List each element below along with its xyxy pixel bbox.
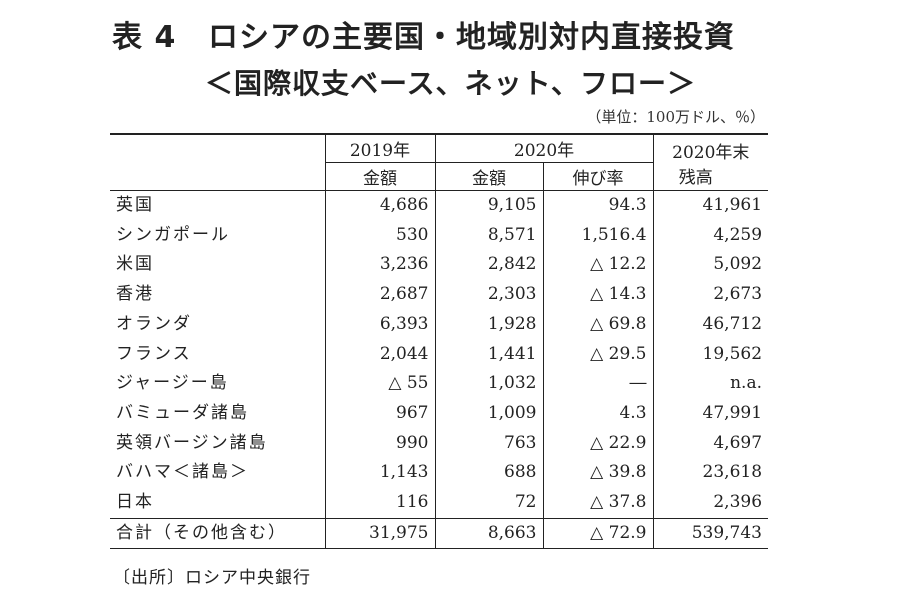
table-number: 表 4 xyxy=(112,20,177,55)
cell-country: シンガポール xyxy=(116,224,230,245)
cell-2019: 6,393 xyxy=(324,309,435,340)
cell-2019: 990 xyxy=(324,428,435,459)
cell-2020: 72 xyxy=(434,488,543,519)
cell-balance: 2,673 xyxy=(652,280,769,310)
cell-2020: 763 xyxy=(434,428,543,459)
header-country xyxy=(110,134,325,191)
cell-balance: 5,092 xyxy=(652,250,769,281)
cell-2020: 9,105 xyxy=(434,190,543,221)
cell-2019: 3,236 xyxy=(324,250,435,281)
header-2019: 2019年 xyxy=(324,134,435,163)
cell-country: フランス xyxy=(116,343,192,364)
cell-total-2020: 8,663 xyxy=(434,518,543,549)
cell-2020: 1,928 xyxy=(434,309,543,340)
cell-2020: 1,032 xyxy=(434,369,543,399)
cell-growth: △ 22.9 xyxy=(542,428,654,459)
table-row: 英国 4,686 9,105 94.3 41,961 xyxy=(110,190,769,221)
cell-2019: 2,687 xyxy=(324,280,435,310)
cell-balance: 47,991 xyxy=(652,398,769,429)
header-balance: 2020年末 残高 xyxy=(652,134,769,191)
cell-growth: 4.3 xyxy=(542,398,654,429)
table-row: シンガポール 530 8,571 1,516.4 4,259 xyxy=(110,220,769,251)
cell-growth: 94.3 xyxy=(542,190,654,221)
cell-country: ジャージー島 xyxy=(116,373,229,394)
cell-growth: ― xyxy=(542,369,654,399)
cell-country: オランダ xyxy=(116,313,192,334)
cell-country: 英領バージン諸島 xyxy=(116,432,268,453)
total-row: 合計（その他含む） 31,975 8,663 △ 72.9 539,743 xyxy=(110,518,769,549)
table-title: 表 4 ロシアの主要国・地域別対内直接投資 xyxy=(112,12,735,56)
header-growth: 伸び率 xyxy=(542,162,654,191)
header-balance-line1: 2020年末 xyxy=(672,142,750,163)
cell-2020: 2,842 xyxy=(434,250,543,281)
cell-balance: 2,396 xyxy=(652,488,769,519)
cell-balance: 19,562 xyxy=(652,339,769,370)
header-balance-line2: 残高 xyxy=(678,167,713,188)
cell-growth: 1,516.4 xyxy=(542,220,654,251)
header-amount-2019: 金額 xyxy=(324,162,435,191)
table-subtitle: ＜国際収支ベース、ネット、フロー＞ xyxy=(205,67,697,100)
cell-growth: △ 39.8 xyxy=(542,458,654,489)
table-row: バハマ＜諸島＞ 1,143 688 △ 39.8 23,618 xyxy=(110,458,769,489)
cell-2020: 688 xyxy=(434,458,543,489)
header-row-columns: 金額 金額 伸び率 xyxy=(110,162,769,191)
table-title-main: ロシアの主要国・地域別対内直接投資 xyxy=(208,20,735,55)
cell-balance: 46,712 xyxy=(652,309,769,340)
cell-2019: 4,686 xyxy=(324,190,435,221)
investment-table: 2019年 2020年 2020年末 残高 金額 金額 伸び率 英国 4,686… xyxy=(110,133,769,549)
cell-country: 米国 xyxy=(116,254,154,275)
cell-total-2019: 31,975 xyxy=(324,518,435,549)
cell-2019: 530 xyxy=(324,220,435,251)
cell-2019: 116 xyxy=(324,488,435,519)
cell-2020: 1,441 xyxy=(434,339,543,370)
cell-growth: △ 14.3 xyxy=(542,280,654,310)
cell-country: 英国 xyxy=(116,195,154,215)
cell-growth: △ 29.5 xyxy=(542,339,654,370)
cell-total-balance: 539,743 xyxy=(652,518,769,549)
table-row: 日本 116 72 △ 37.8 2,396 xyxy=(110,488,769,519)
cell-total-label: 合計（その他含む） xyxy=(116,522,287,543)
cell-growth: △ 12.2 xyxy=(542,250,654,281)
cell-country: バミューダ諸島 xyxy=(116,402,249,423)
cell-country: 日本 xyxy=(116,492,154,513)
cell-growth: △ 69.8 xyxy=(542,309,654,340)
header-2020: 2020年 xyxy=(434,134,654,163)
table-row: バミューダ諸島 967 1,009 4.3 47,991 xyxy=(110,398,769,429)
header-amount-2020: 金額 xyxy=(434,162,543,191)
cell-balance: 4,697 xyxy=(652,428,769,459)
cell-2019: 1,143 xyxy=(324,458,435,489)
table-row: フランス 2,044 1,441 △ 29.5 19,562 xyxy=(110,339,769,370)
cell-growth: △ 37.8 xyxy=(542,488,654,519)
cell-total-growth: △ 72.9 xyxy=(542,518,654,549)
source-note: 〔出所〕ロシア中央銀行 xyxy=(113,568,311,588)
unit-note: （単位：100万ドル、％） xyxy=(586,108,765,126)
cell-2020: 1,009 xyxy=(434,398,543,429)
cell-country: バハマ＜諸島＞ xyxy=(116,462,249,483)
cell-balance: 41,961 xyxy=(652,190,769,221)
table-row: オランダ 6,393 1,928 △ 69.8 46,712 xyxy=(110,309,769,340)
table-row: 米国 3,236 2,842 △ 12.2 5,092 xyxy=(110,250,769,281)
cell-balance: 4,259 xyxy=(652,220,769,251)
cell-country: 香港 xyxy=(116,284,154,305)
cell-2019: 967 xyxy=(324,398,435,429)
table-row: 英領バージン諸島 990 763 △ 22.9 4,697 xyxy=(110,428,769,459)
table-row: 香港 2,687 2,303 △ 14.3 2,673 xyxy=(110,280,769,310)
table-row: ジャージー島 △ 55 1,032 ― n.a. xyxy=(110,369,769,399)
cell-2020: 2,303 xyxy=(434,280,543,310)
cell-2019: 2,044 xyxy=(324,339,435,370)
cell-balance: n.a. xyxy=(652,369,769,399)
cell-2020: 8,571 xyxy=(434,220,543,251)
cell-balance: 23,618 xyxy=(652,458,769,489)
header-row-years: 2019年 2020年 2020年末 残高 xyxy=(110,134,769,191)
cell-2019: △ 55 xyxy=(324,369,435,399)
